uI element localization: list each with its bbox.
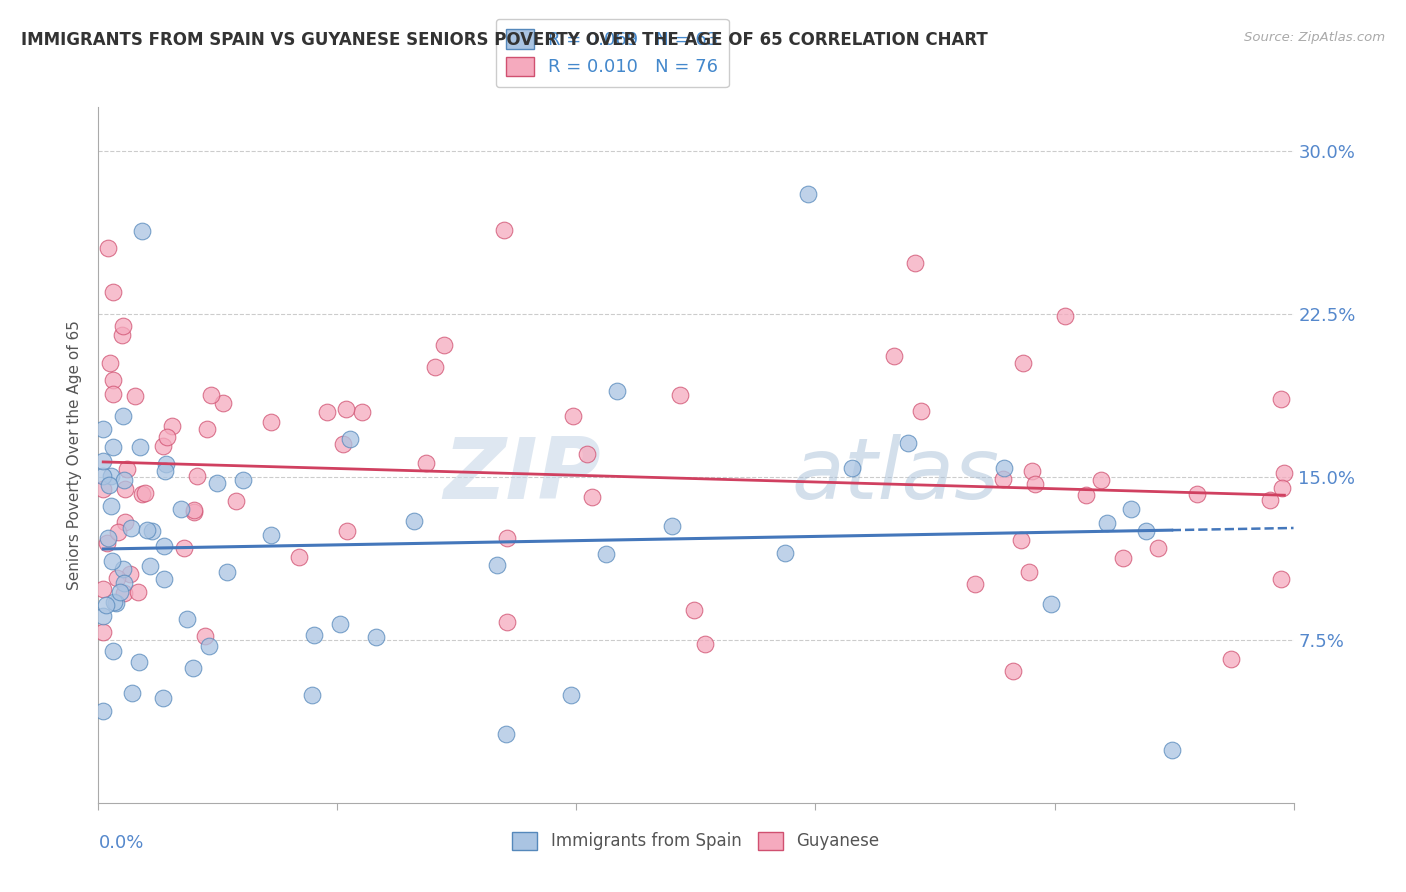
Legend: Immigrants from Spain, Guyanese: Immigrants from Spain, Guyanese	[506, 825, 886, 857]
Text: ZIP: ZIP	[443, 434, 600, 517]
Text: Source: ZipAtlas.com: Source: ZipAtlas.com	[1244, 31, 1385, 45]
Y-axis label: Seniors Poverty Over the Age of 65: Seniors Poverty Over the Age of 65	[67, 320, 83, 590]
Text: atlas: atlas	[792, 434, 1000, 517]
Text: IMMIGRANTS FROM SPAIN VS GUYANESE SENIORS POVERTY OVER THE AGE OF 65 CORRELATION: IMMIGRANTS FROM SPAIN VS GUYANESE SENIOR…	[21, 31, 988, 49]
Text: 0.0%: 0.0%	[98, 834, 143, 852]
